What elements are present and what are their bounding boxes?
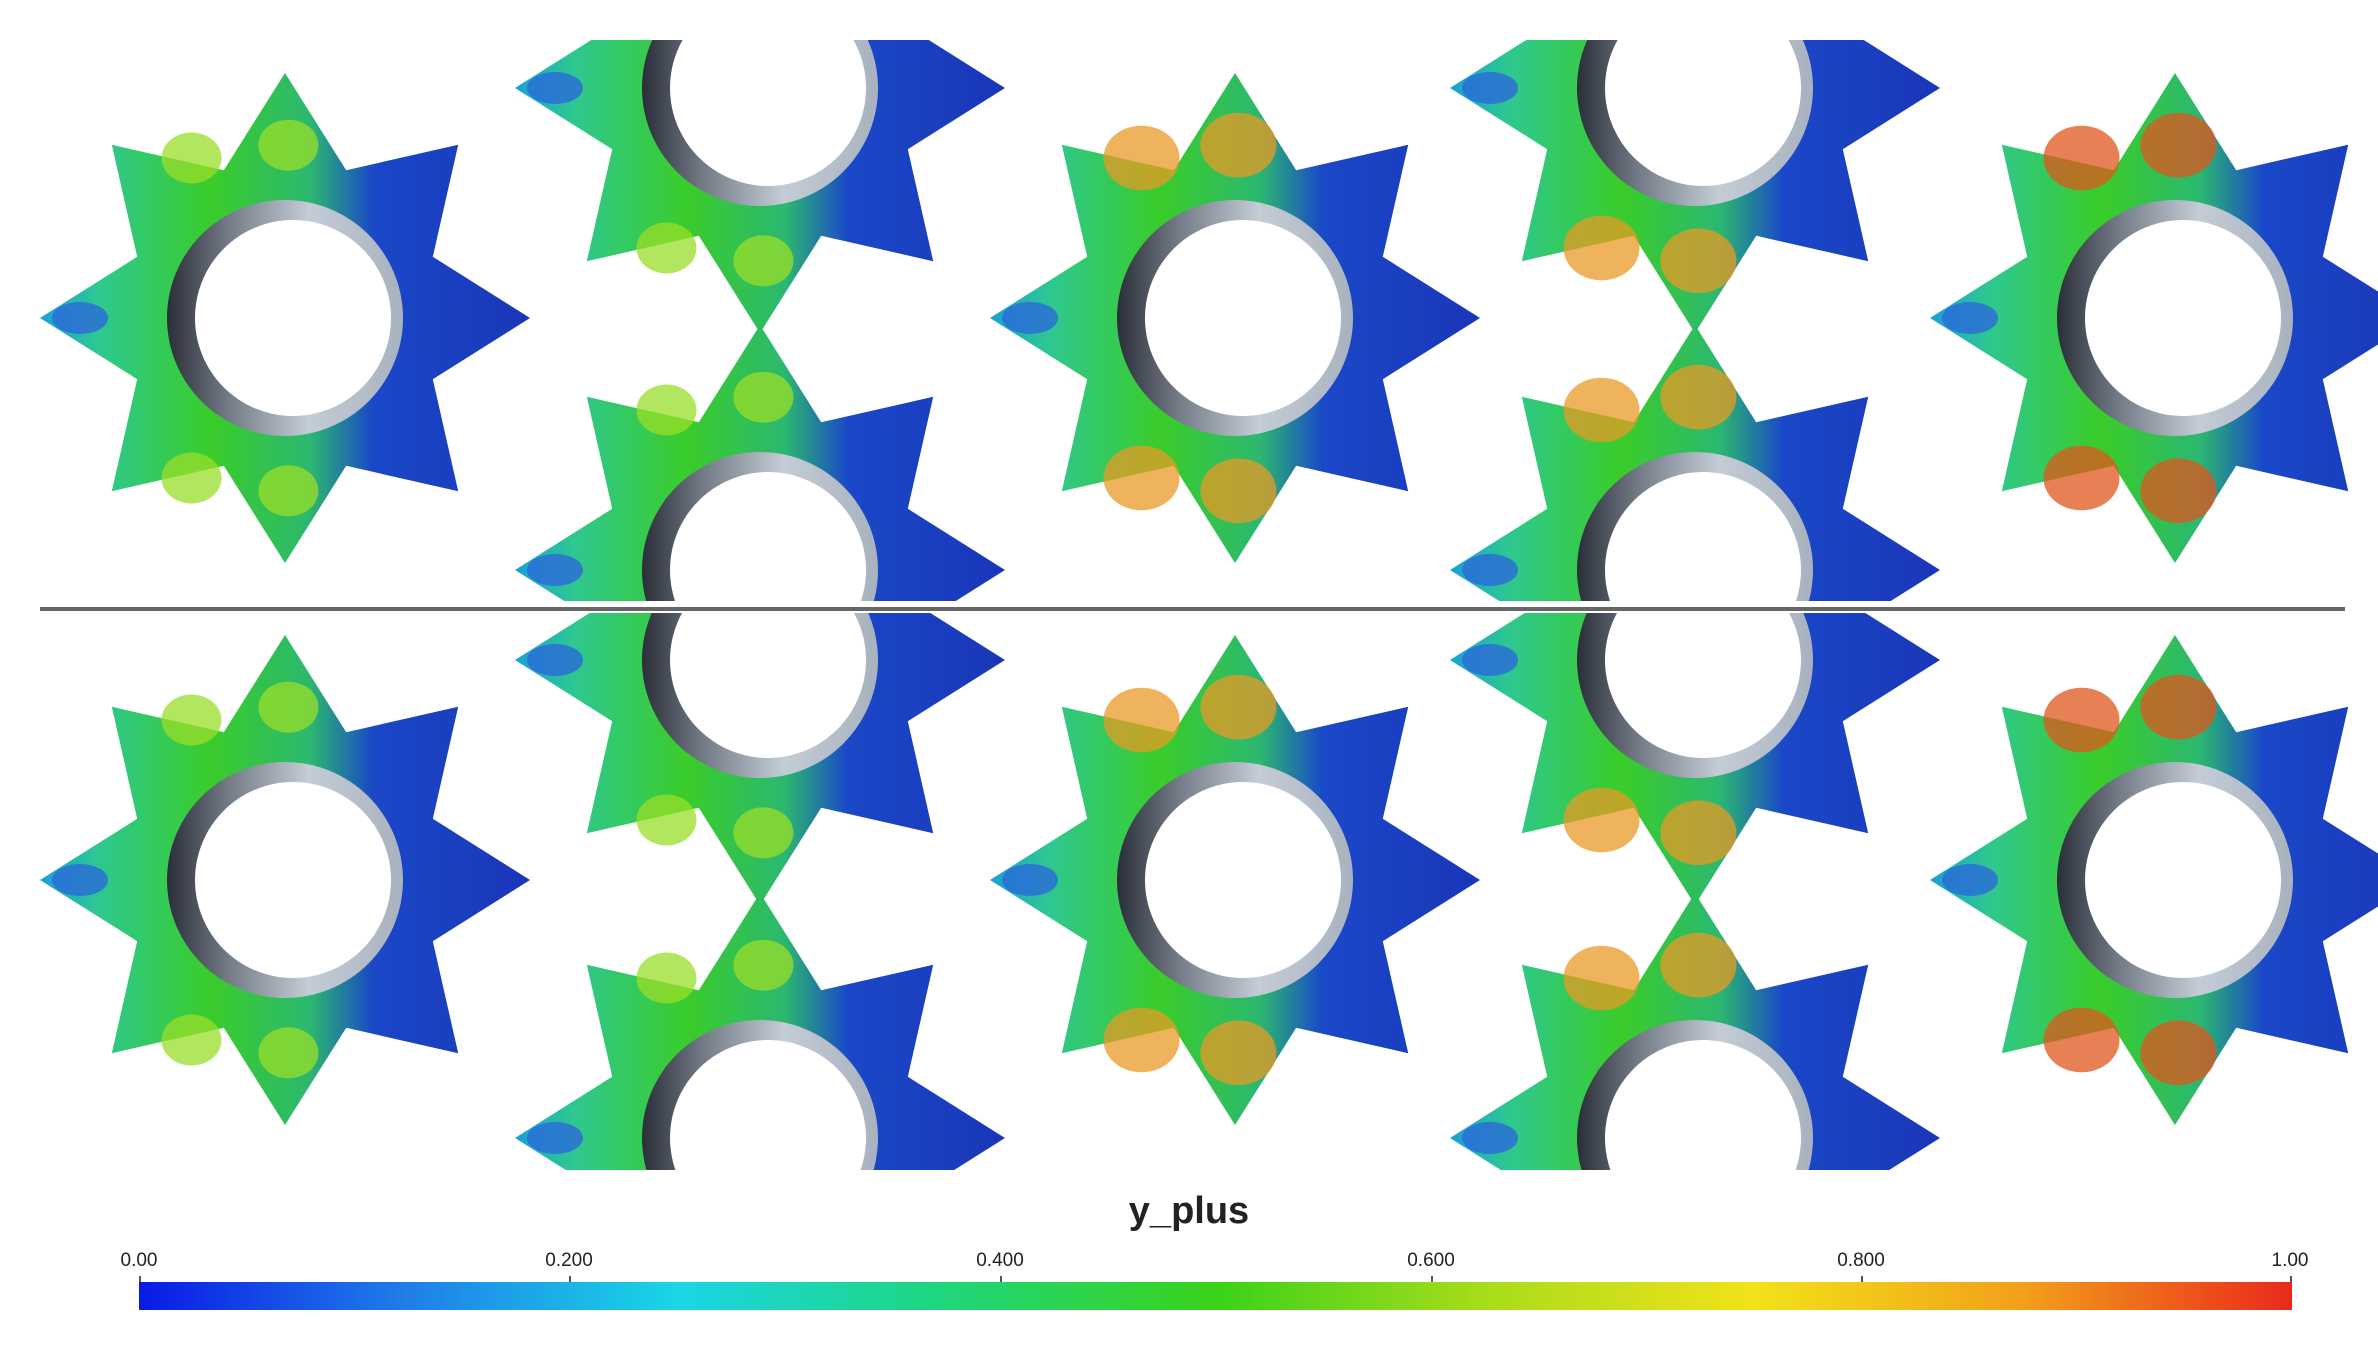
gear-g1 (40, 73, 530, 563)
hot-spot (1563, 215, 1640, 281)
hot-spot (733, 939, 794, 991)
low-spot (52, 864, 108, 896)
hot-spot (1200, 674, 1277, 740)
low-spot (1462, 554, 1518, 586)
low-spot (527, 1122, 583, 1154)
hub-hole (2085, 782, 2281, 978)
low-spot (1462, 1122, 1518, 1154)
gear-g9 (515, 613, 1005, 905)
hot-spot (1103, 125, 1180, 191)
gear-g10 (515, 893, 1005, 1170)
hot-spot (2140, 112, 2217, 178)
hot-spot (1103, 1007, 1180, 1073)
hub-hole (195, 782, 391, 978)
hot-spot (1660, 932, 1737, 998)
gear-g5 (1450, 40, 1940, 333)
gear-g13 (1450, 893, 1940, 1170)
hub-hole (1145, 782, 1341, 978)
hot-spot (1660, 800, 1737, 866)
low-spot (527, 644, 583, 676)
colorbar-tick (569, 1276, 571, 1284)
gear-g12 (1450, 613, 1940, 905)
hot-spot (258, 119, 319, 171)
hub-hole (670, 1040, 866, 1170)
hot-spot (161, 1014, 222, 1066)
hot-spot (1660, 364, 1737, 430)
hot-spot (2043, 687, 2120, 753)
gear-g6 (1450, 325, 1940, 601)
hot-spot (733, 371, 794, 423)
hot-spot (1200, 112, 1277, 178)
hot-spot (1103, 445, 1180, 511)
hot-spot (2140, 674, 2217, 740)
colorbar-tick (1431, 1276, 1433, 1284)
hot-spot (1563, 945, 1640, 1011)
hot-spot (161, 452, 222, 504)
hot-spot (636, 222, 697, 274)
gear-g4 (990, 73, 1480, 563)
low-spot (52, 302, 108, 334)
hot-spot (258, 1027, 319, 1079)
hot-spot (1563, 377, 1640, 443)
hot-spot (1103, 687, 1180, 753)
hot-spot (2140, 458, 2217, 524)
hub-hole (1605, 40, 1801, 186)
hot-spot (733, 235, 794, 287)
low-spot (1002, 864, 1058, 896)
hot-spot (636, 794, 697, 846)
colorbar-title: y_plus (1128, 1190, 1250, 1232)
hot-spot (161, 694, 222, 746)
gear-g7 (1930, 73, 2378, 563)
hot-spot (258, 465, 319, 517)
low-spot (1462, 644, 1518, 676)
hub-hole (2085, 220, 2281, 416)
colorbar-tick-label: 0.400 (976, 1250, 1024, 1271)
low-spot (1462, 72, 1518, 104)
hot-spot (2043, 445, 2120, 511)
colorbar-tick-label: 0.800 (1837, 1250, 1885, 1271)
colorbar-tick (1861, 1276, 1863, 1284)
colorbar-tick (139, 1276, 141, 1284)
colorbar-gradient (139, 1282, 2292, 1310)
colorbar-tick-label: 0.200 (545, 1250, 593, 1271)
gear-g2 (515, 40, 1005, 333)
low-spot (1942, 864, 1998, 896)
low-spot (1002, 302, 1058, 334)
hub-hole (1605, 472, 1801, 601)
gear-g8 (40, 635, 530, 1125)
hot-spot (258, 681, 319, 733)
hub-hole (1605, 613, 1801, 758)
hot-spot (1200, 458, 1277, 524)
hub-hole (670, 40, 866, 186)
hot-spot (1660, 228, 1737, 294)
low-spot (527, 554, 583, 586)
colorbar-tick (1000, 1276, 1002, 1284)
hot-spot (2140, 1020, 2217, 1086)
gears-layer (40, 40, 2378, 1170)
hub-hole (670, 613, 866, 758)
hot-spot (161, 132, 222, 184)
hub-hole (670, 472, 866, 601)
gear-g14 (1930, 635, 2378, 1125)
gear-g3 (515, 325, 1005, 601)
hot-spot (733, 807, 794, 859)
low-spot (527, 72, 583, 104)
low-spot (1942, 302, 1998, 334)
hub-hole (195, 220, 391, 416)
hub-hole (1605, 1040, 1801, 1170)
hub-hole (1145, 220, 1341, 416)
gear-visualization (40, 40, 2378, 1170)
colorbar-tick-label: 0.600 (1407, 1250, 1455, 1271)
gear-g11 (990, 635, 1480, 1125)
colorbar-tick-label: 0.00 (120, 1250, 158, 1271)
hot-spot (1200, 1020, 1277, 1086)
hot-spot (2043, 1007, 2120, 1073)
colorbar-tick (2290, 1276, 2292, 1284)
hot-spot (636, 952, 697, 1004)
hot-spot (2043, 125, 2120, 191)
hot-spot (636, 384, 697, 436)
hot-spot (1563, 787, 1640, 853)
colorbar-tick-label: 1.00 (2271, 1250, 2309, 1271)
